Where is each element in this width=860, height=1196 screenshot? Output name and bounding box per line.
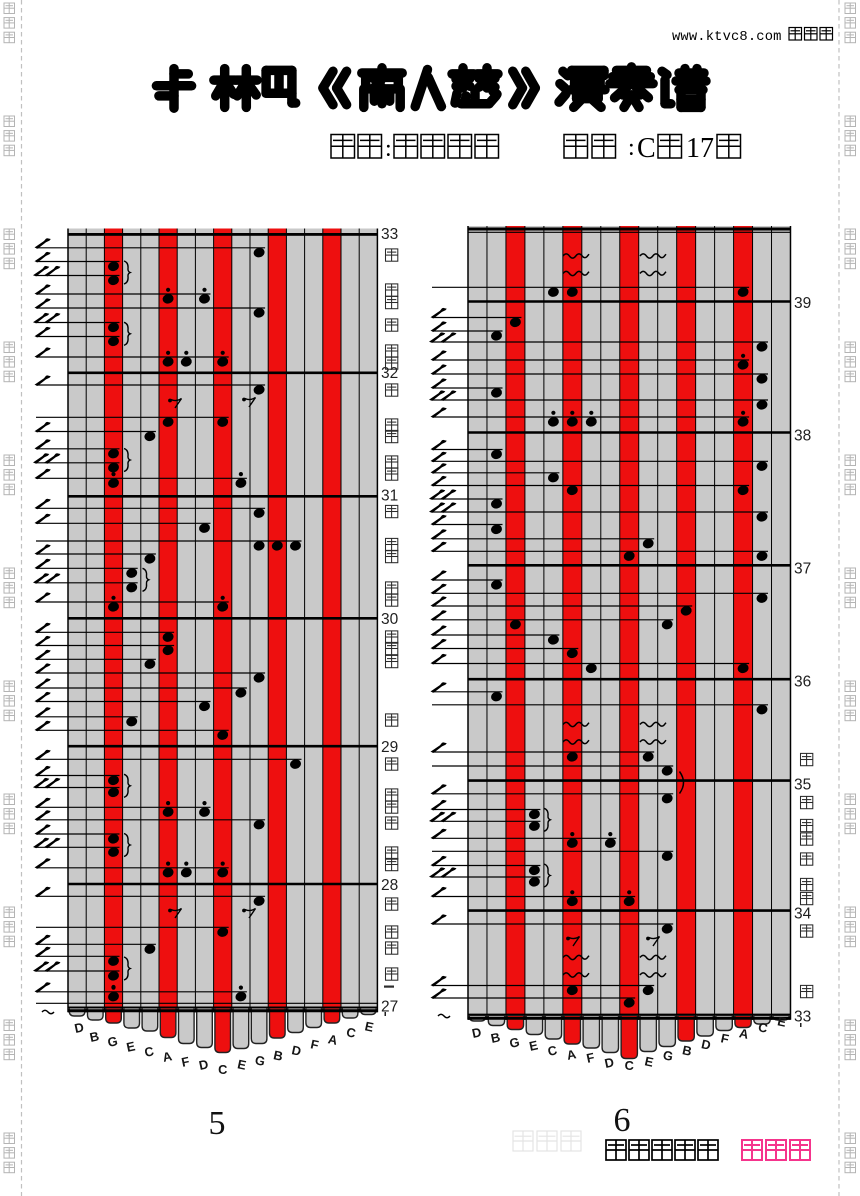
svg-text:D: D <box>700 1036 712 1053</box>
svg-text:C: C <box>625 1058 634 1073</box>
svg-text:5: 5 <box>209 1105 226 1142</box>
svg-text:30: 30 <box>381 611 399 628</box>
svg-text:G: G <box>254 1052 267 1069</box>
svg-text:6: 6 <box>614 1102 631 1139</box>
svg-text:28: 28 <box>381 877 398 894</box>
svg-text:B: B <box>88 1028 100 1045</box>
svg-text:C: C <box>546 1042 558 1059</box>
svg-text:E: E <box>643 1053 655 1070</box>
svg-text:29: 29 <box>381 739 398 756</box>
svg-text:D: D <box>197 1056 209 1073</box>
svg-text:G: G <box>508 1034 521 1051</box>
svg-text:F: F <box>585 1049 596 1065</box>
svg-text:34: 34 <box>794 906 812 923</box>
svg-text:www.ktvc8.com: www.ktvc8.com <box>672 29 782 45</box>
svg-text:C: C <box>143 1043 155 1060</box>
svg-text:E: E <box>528 1037 540 1054</box>
svg-text:B: B <box>489 1029 501 1046</box>
svg-text:B: B <box>681 1042 693 1059</box>
svg-text:F: F <box>720 1030 731 1046</box>
svg-text:E: E <box>125 1038 137 1055</box>
svg-text:38: 38 <box>794 428 811 445</box>
svg-text:D: D <box>603 1054 615 1071</box>
svg-text:A: A <box>327 1031 339 1048</box>
svg-text:32: 32 <box>381 365 398 382</box>
svg-text:E: E <box>363 1018 375 1035</box>
svg-text:36: 36 <box>794 674 811 691</box>
svg-text:F: F <box>309 1036 320 1052</box>
svg-text:31: 31 <box>381 488 398 505</box>
svg-text:C: C <box>218 1062 227 1077</box>
svg-text:G: G <box>106 1033 119 1050</box>
svg-text:A: A <box>565 1046 577 1063</box>
svg-text:37: 37 <box>794 561 811 578</box>
svg-text:35: 35 <box>794 777 811 794</box>
svg-text:A: A <box>161 1048 173 1065</box>
svg-text::: : <box>628 135 635 161</box>
svg-text:E: E <box>236 1056 248 1073</box>
svg-text:F: F <box>180 1053 191 1069</box>
svg-text:E: E <box>776 1013 788 1030</box>
svg-text::: : <box>385 136 392 162</box>
svg-text:17: 17 <box>686 133 714 164</box>
svg-text:C: C <box>345 1024 357 1041</box>
svg-text:D: D <box>73 1019 85 1036</box>
svg-text:33: 33 <box>794 1009 811 1026</box>
svg-text:D: D <box>290 1042 302 1059</box>
svg-text:C: C <box>637 133 656 164</box>
svg-text:D: D <box>470 1024 482 1041</box>
svg-text:39: 39 <box>794 295 811 312</box>
svg-text:C: C <box>757 1019 769 1036</box>
svg-text:G: G <box>662 1047 675 1064</box>
svg-text:33: 33 <box>381 226 398 243</box>
svg-text:A: A <box>738 1025 750 1042</box>
svg-text:27: 27 <box>381 999 398 1016</box>
svg-text:B: B <box>272 1047 284 1064</box>
